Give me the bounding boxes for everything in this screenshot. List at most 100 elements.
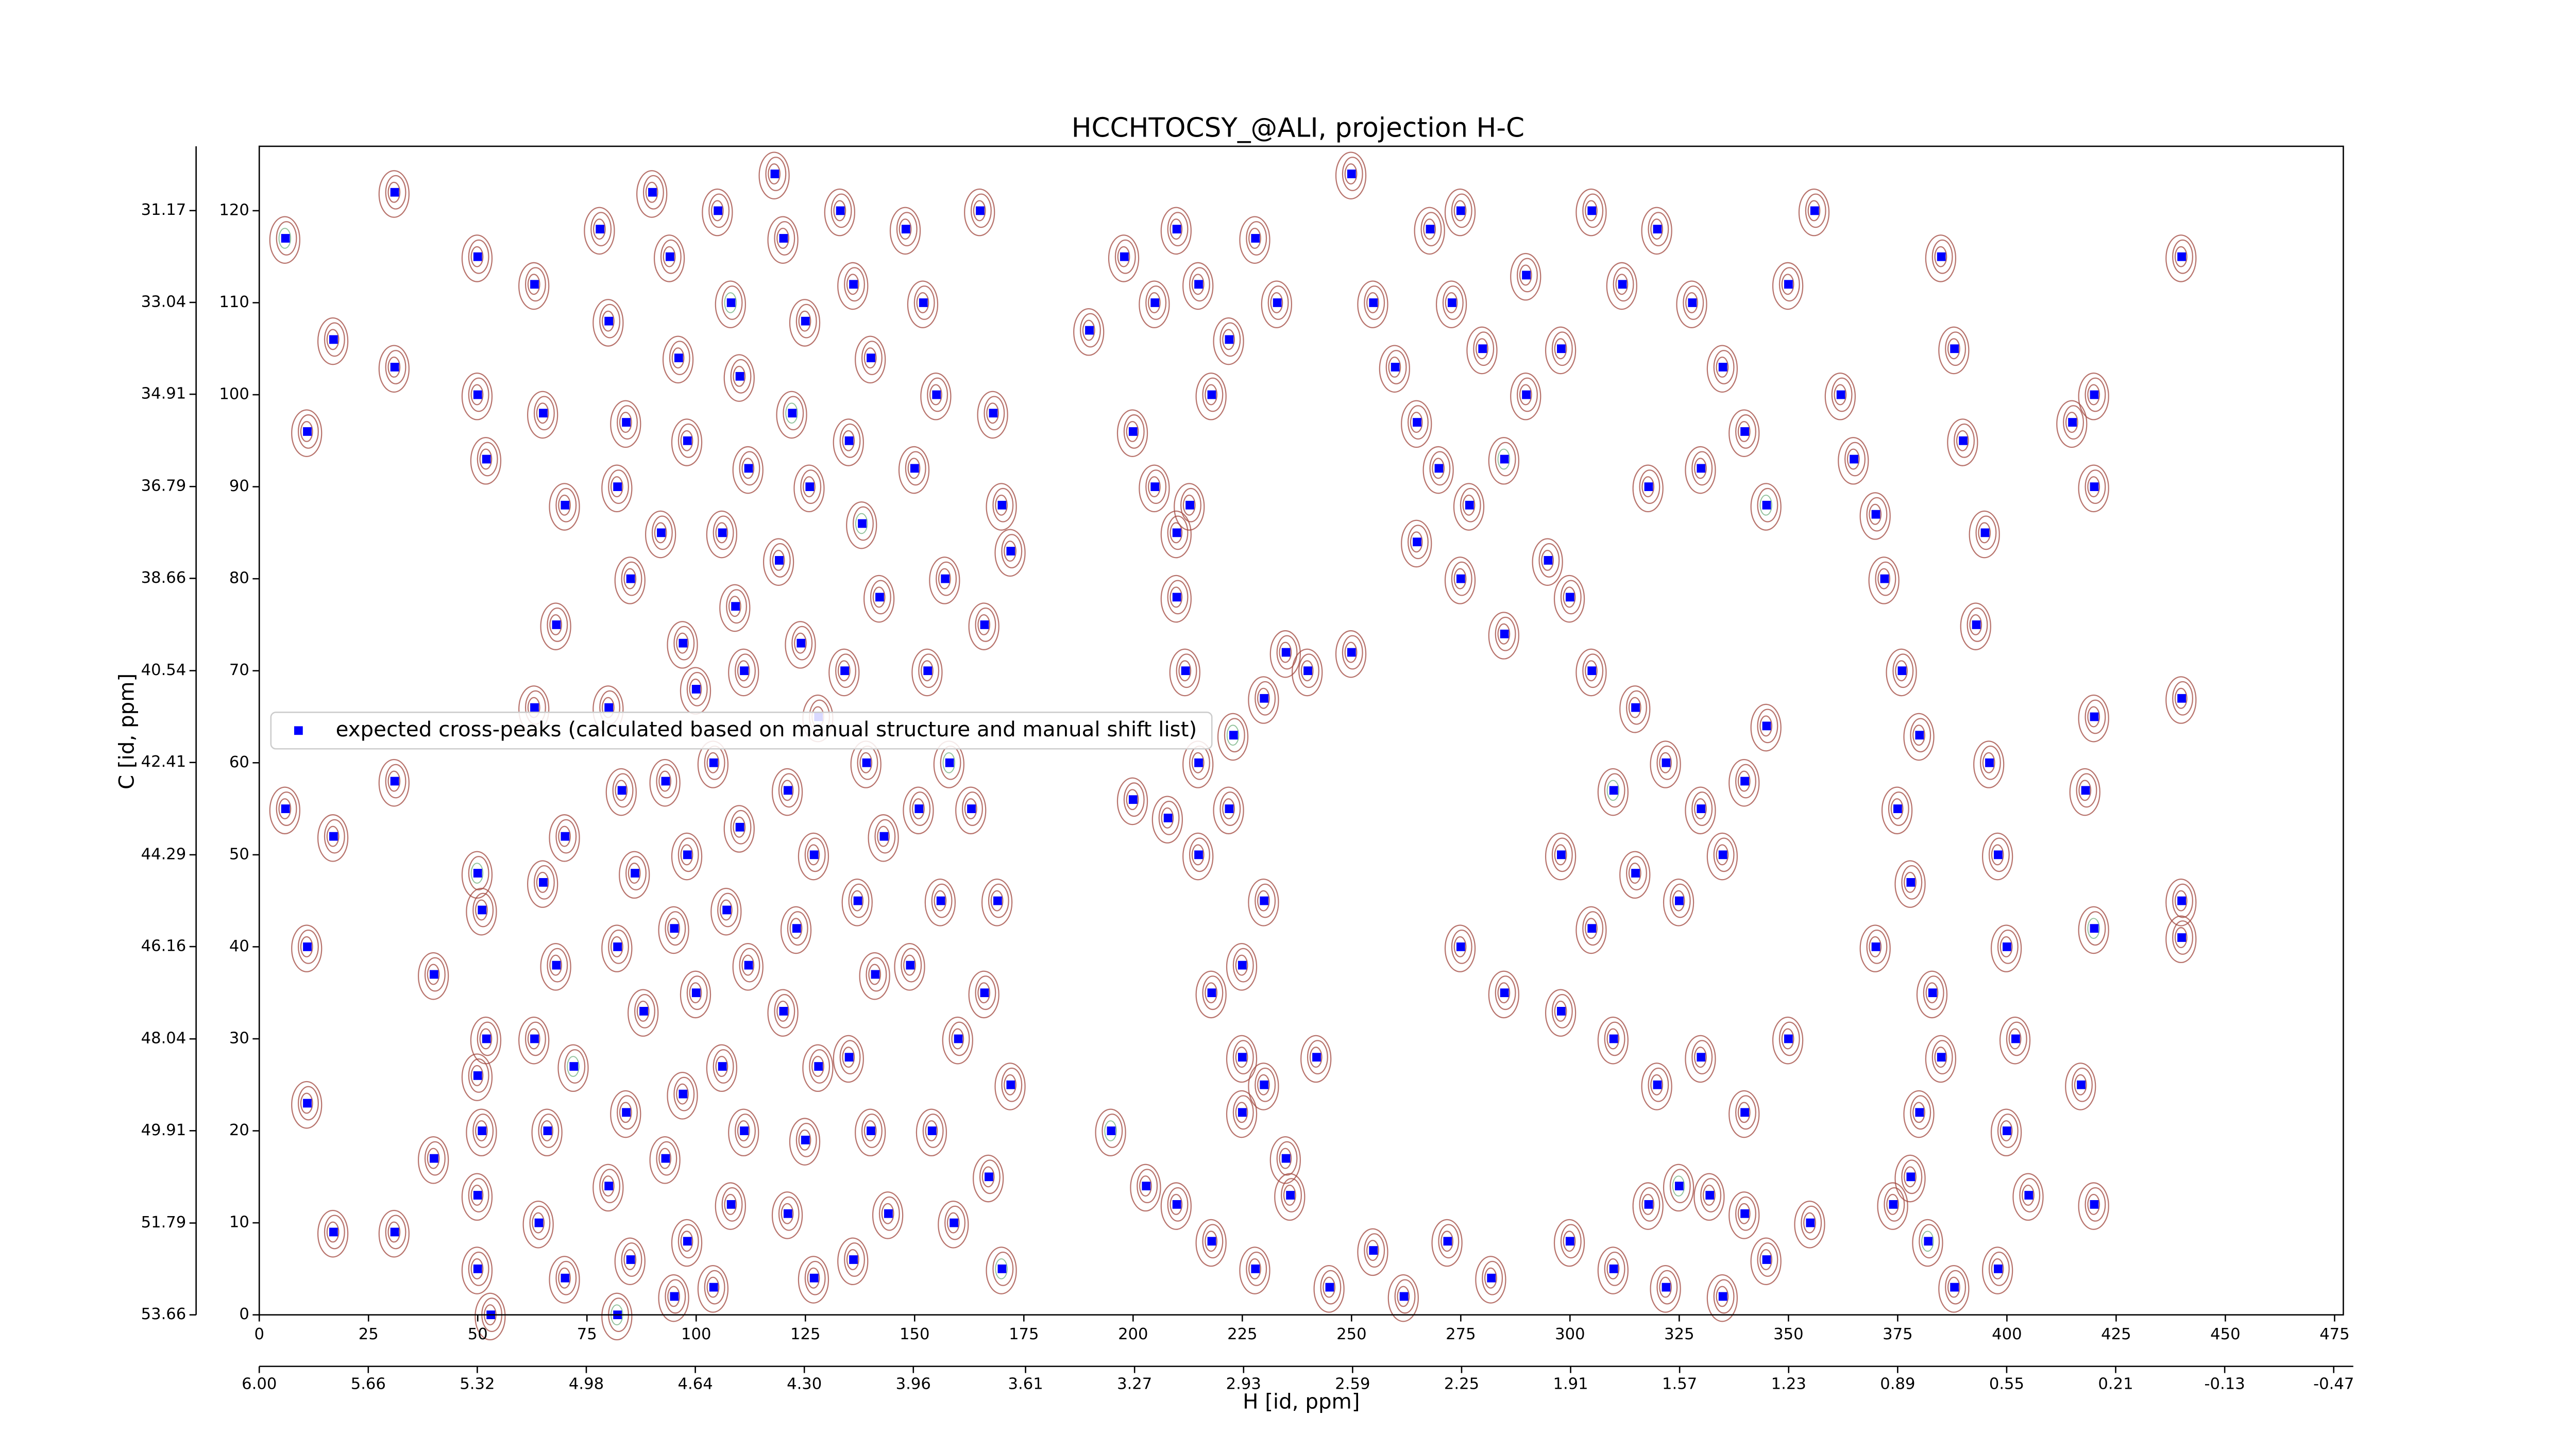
cross-peak [691, 685, 701, 694]
cross-peak [552, 961, 561, 970]
x2-tick-label: 3.96 [896, 1375, 931, 1393]
contour-line [2087, 384, 2100, 406]
contour-line [1694, 798, 1707, 820]
cross-peak [1994, 1264, 2003, 1273]
cross-peak [779, 234, 788, 243]
contour-line [922, 1114, 944, 1148]
contour-line [468, 377, 489, 412]
cross-peak [1006, 1080, 1015, 1089]
contour-line [1903, 1090, 1935, 1138]
contour-line [470, 1185, 484, 1206]
contour-line [1628, 863, 1641, 884]
contour-line [1869, 936, 1882, 957]
contour-line [903, 786, 934, 835]
contour-line [1226, 724, 1240, 746]
contour-line [470, 384, 484, 406]
contour-line [1884, 1187, 1905, 1222]
contour-line [921, 660, 934, 682]
contour-line [1116, 777, 1148, 825]
contour-line [278, 798, 292, 820]
contour-line [936, 561, 957, 596]
contour-line [2072, 1067, 2093, 1102]
contour-line [1750, 483, 1782, 531]
contour-line [1910, 1095, 1931, 1130]
contour-line [387, 181, 401, 203]
contour-line [1145, 469, 1167, 504]
cross-peak [390, 363, 399, 372]
contour-line [1947, 338, 1960, 360]
contour-line [1364, 285, 1385, 320]
x2-tick-label: 5.32 [460, 1375, 495, 1393]
contour-line [1794, 1201, 1825, 1249]
contour-line [1931, 1040, 1953, 1075]
contour-line [723, 354, 755, 402]
contour-line [1803, 1212, 1816, 1234]
cross-peak [1273, 298, 1282, 307]
cross-peak [613, 942, 622, 951]
contour-line [973, 200, 986, 222]
contour-line [1342, 635, 1363, 670]
contour-line [1255, 681, 1276, 716]
contour-line [798, 310, 811, 332]
contour-line [984, 396, 1005, 431]
cross-peak [622, 418, 631, 427]
x2-tick-label: 6.00 [242, 1375, 277, 1393]
contour-line [1261, 280, 1293, 328]
contour-line [2078, 1182, 2109, 1230]
contour-line [1246, 1251, 1267, 1286]
contour-line [907, 280, 939, 328]
contour-line [1921, 1231, 1934, 1252]
contour-line [927, 377, 948, 412]
contour-line [317, 317, 349, 365]
contour-line [297, 1086, 319, 1121]
cross-peak [731, 602, 740, 611]
contour-line [1969, 510, 2000, 559]
contour-line [1484, 1267, 1497, 1289]
contour-line [1226, 943, 1258, 991]
contour-line [1582, 653, 1604, 688]
contour-line [1394, 1279, 1416, 1314]
contour-line [994, 529, 1026, 577]
contour-line [555, 487, 577, 523]
contour-line [1379, 345, 1411, 393]
contour-line [1694, 458, 1707, 479]
cross-peak [1347, 170, 1356, 178]
contour-line [1151, 796, 1183, 844]
contour-line [1191, 844, 1205, 866]
cross-peak [1163, 814, 1173, 822]
contour-line [1604, 773, 1625, 808]
contour-line [1669, 1169, 1691, 1204]
cross-peak [2090, 1200, 2099, 1209]
contour-line [735, 1114, 756, 1148]
contour-line [1313, 1265, 1345, 1313]
y-tick-label: 100 [219, 385, 249, 403]
contour-line [461, 1053, 493, 1101]
contour-line [846, 501, 877, 549]
contour-line [791, 626, 813, 661]
contour-line [1628, 697, 1641, 718]
cross-peak [805, 482, 815, 491]
cross-peak [613, 482, 622, 491]
cross-peak [1142, 1182, 1151, 1191]
cross-peak [849, 280, 858, 289]
contour-line [1912, 1219, 1943, 1267]
contour-line [1366, 1240, 1379, 1261]
contour-line [1235, 954, 1248, 976]
contour-line [1560, 1224, 1582, 1259]
cross-peak [1172, 225, 1181, 233]
contour-line [1969, 614, 1982, 635]
contour-line [474, 1292, 506, 1341]
contour-line [291, 409, 323, 457]
contour-line [765, 157, 787, 191]
cross-peak [1303, 666, 1312, 676]
contour-line [803, 476, 816, 498]
contour-line [300, 936, 313, 957]
plot-frame [258, 145, 2344, 1316]
cross-peak [430, 1154, 438, 1163]
contour-line [564, 1049, 586, 1084]
contour-line [2069, 768, 2100, 816]
x2-tick-label: 3.61 [1008, 1375, 1043, 1393]
cross-peak [801, 1135, 810, 1144]
contour-line [1735, 414, 1756, 449]
contour-line [1656, 1270, 1678, 1305]
